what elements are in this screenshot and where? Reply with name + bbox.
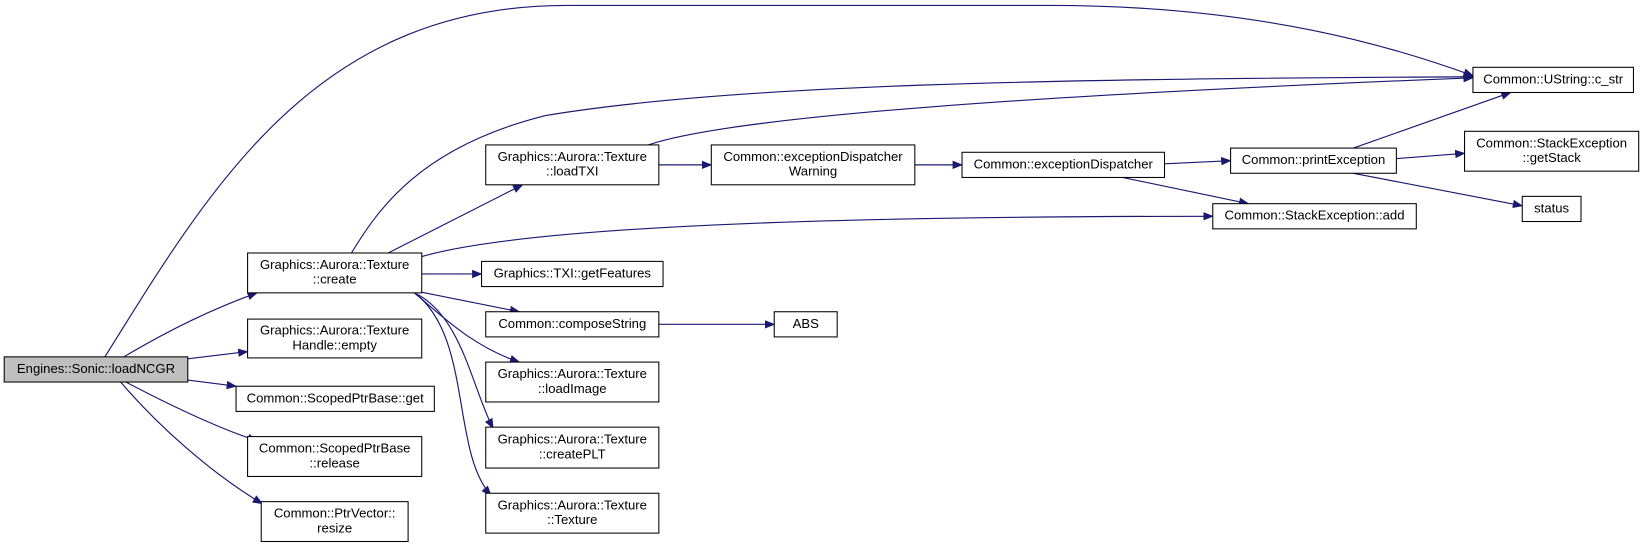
node-label: ::loadTXI (546, 164, 598, 179)
node-box (485, 144, 660, 186)
edge (414, 292, 492, 497)
edge (350, 72, 1474, 254)
node-label: Graphics::Aurora::Texture (260, 257, 409, 272)
node-box (247, 252, 423, 294)
node-box (485, 426, 660, 469)
node-label: Common::PtrVector:: (274, 506, 396, 521)
node-box (485, 311, 660, 338)
edge (186, 348, 249, 360)
node-box (1464, 130, 1640, 172)
node-box (773, 311, 838, 338)
node-label: Graphics::Aurora::Texture (498, 366, 647, 381)
edge (414, 292, 494, 430)
edge (1164, 156, 1232, 166)
node-label: Graphics::Aurora::Texture (498, 432, 647, 447)
node-label: ::Texture (547, 512, 597, 527)
node-label: ::createPLT (539, 446, 606, 461)
node-box (1472, 66, 1634, 94)
edge (387, 184, 524, 254)
node-label: status (1534, 200, 1569, 215)
edge (104, 4, 1474, 358)
node-label: Graphics::Aurora::Texture (498, 497, 647, 512)
edge (125, 381, 259, 442)
node-label: ::loadImage (538, 381, 607, 396)
node-box (1521, 195, 1582, 223)
edge (186, 379, 238, 390)
node-label: Handle::empty (292, 337, 377, 352)
edges (104, 4, 1524, 505)
node-label: Common::ScopedPtrBase (259, 441, 411, 456)
node-box (1212, 203, 1417, 230)
node-label: Common::ScopedPtrBase::get (247, 390, 424, 405)
node-label: ::release (310, 455, 360, 470)
node-label: Common::UString::c_str (1483, 71, 1624, 86)
node-box (247, 436, 423, 477)
node-box (485, 361, 660, 403)
node-label: Graphics::Aurora::Texture (260, 323, 409, 338)
node-box (961, 151, 1166, 178)
node-box (235, 385, 435, 412)
node-label: Graphics::TXI::getFeatures (494, 265, 652, 280)
edge (123, 292, 259, 358)
node-label: ::getStack (1522, 150, 1581, 165)
node-label: ::create (313, 272, 357, 287)
edge (419, 291, 521, 315)
node-label: Common::StackException (1476, 135, 1627, 150)
edge (419, 212, 1214, 258)
node-box (1230, 147, 1397, 174)
node-label: Common::StackException::add (1225, 208, 1405, 223)
edge (1353, 172, 1524, 209)
edge (648, 73, 1474, 146)
node-label: ABS (793, 316, 819, 331)
edge (1122, 176, 1250, 206)
edge (1396, 149, 1466, 160)
node-label: Engines::Sonic::loadNCGR (17, 361, 175, 376)
edge (120, 381, 264, 505)
node-box (260, 501, 409, 543)
node-label: Common::printException (1242, 152, 1386, 167)
node-label: Warning (789, 164, 837, 179)
edge (1353, 91, 1512, 149)
node-box (710, 144, 916, 186)
node-label: Graphics::Aurora::Texture (498, 149, 647, 164)
node-label: Common::exceptionDispatcher (723, 149, 903, 164)
node-box (485, 492, 660, 534)
node-box (481, 260, 664, 288)
node-box (3, 356, 189, 383)
node-label: Common::exceptionDispatcher (974, 156, 1154, 171)
node-label: resize (317, 520, 352, 535)
node-box (247, 318, 423, 359)
node-label: Common::composeString (498, 316, 646, 331)
